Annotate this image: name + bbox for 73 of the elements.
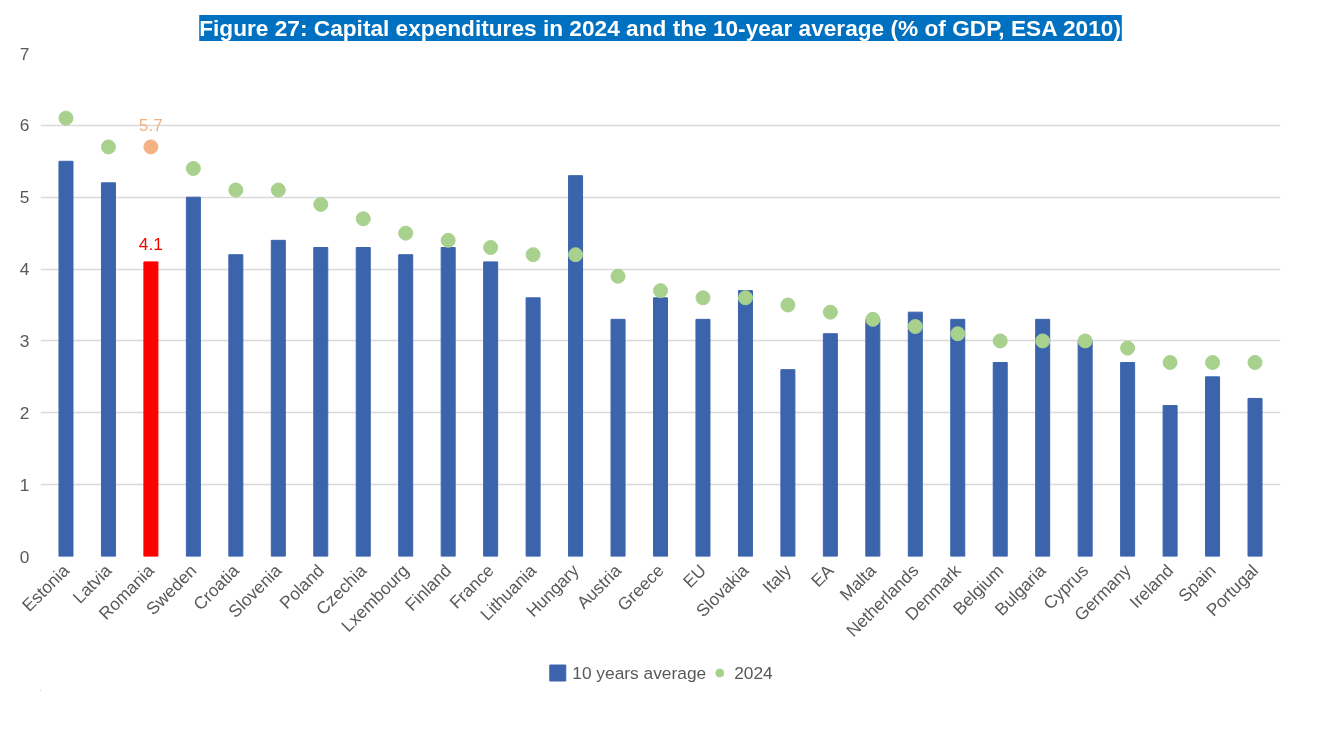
point	[653, 283, 668, 299]
x-tick-label: Italy	[758, 560, 796, 598]
point	[865, 311, 881, 327]
point	[185, 160, 201, 176]
point	[228, 182, 244, 198]
bar	[483, 261, 499, 557]
point	[143, 139, 159, 155]
point	[483, 240, 499, 255]
y-tick-label: 5	[19, 187, 30, 208]
point	[313, 196, 329, 212]
y-tick-label: 1	[19, 474, 30, 495]
point	[737, 290, 753, 306]
point	[695, 290, 711, 306]
bar	[1247, 397, 1263, 557]
bar	[1035, 318, 1051, 557]
point	[100, 139, 116, 155]
bar	[1120, 361, 1136, 557]
bar	[58, 160, 74, 557]
bar	[652, 297, 669, 557]
point	[610, 268, 626, 284]
bar	[398, 254, 414, 557]
x-tick-label: EA	[806, 560, 838, 591]
bar	[525, 297, 541, 557]
point	[1205, 355, 1221, 370]
point	[58, 110, 74, 126]
point	[780, 297, 796, 313]
bar	[185, 196, 201, 557]
y-tick-label: 0	[19, 546, 30, 567]
y-tick-label: 2	[19, 402, 30, 423]
chart-title: Figure 27: Capital expenditures in 2024 and the 10-year average (% of GDP, ESA 2010)	[199, 15, 1121, 41]
bar	[822, 333, 838, 557]
bar	[695, 318, 711, 557]
point	[822, 304, 838, 320]
point	[355, 211, 371, 227]
point	[950, 326, 966, 342]
bar	[992, 361, 1008, 557]
bar	[355, 247, 371, 557]
point	[907, 319, 923, 335]
bar	[1162, 405, 1178, 557]
bar	[228, 254, 244, 557]
legend-label: 10 years average	[572, 662, 707, 683]
bar	[737, 290, 753, 557]
bar	[568, 175, 584, 557]
point	[568, 247, 584, 263]
legend-label: 2024	[734, 662, 773, 683]
point	[992, 333, 1008, 349]
y-tick-label: 3	[19, 330, 30, 351]
bar	[313, 247, 329, 557]
y-tick-label: 7	[19, 43, 30, 64]
point	[525, 247, 541, 263]
point	[1035, 333, 1051, 349]
point	[1162, 355, 1178, 370]
data-label: 5.7	[138, 114, 163, 135]
point	[270, 182, 286, 198]
bar	[610, 318, 626, 557]
bar	[270, 239, 286, 557]
bar	[865, 318, 881, 557]
point	[1247, 355, 1263, 370]
y-tick-label: 6	[19, 115, 30, 136]
point	[1077, 333, 1093, 349]
data-label: 4.1	[138, 233, 163, 254]
point	[440, 232, 456, 248]
bar	[950, 318, 966, 557]
y-tick-label: 4	[19, 259, 30, 280]
bar	[907, 311, 923, 557]
bar	[143, 261, 159, 557]
bar	[1205, 376, 1221, 557]
bar	[440, 247, 456, 557]
point	[398, 225, 414, 241]
point	[1120, 340, 1136, 356]
bar	[780, 369, 796, 557]
bar	[1077, 340, 1093, 557]
bar	[100, 182, 116, 557]
